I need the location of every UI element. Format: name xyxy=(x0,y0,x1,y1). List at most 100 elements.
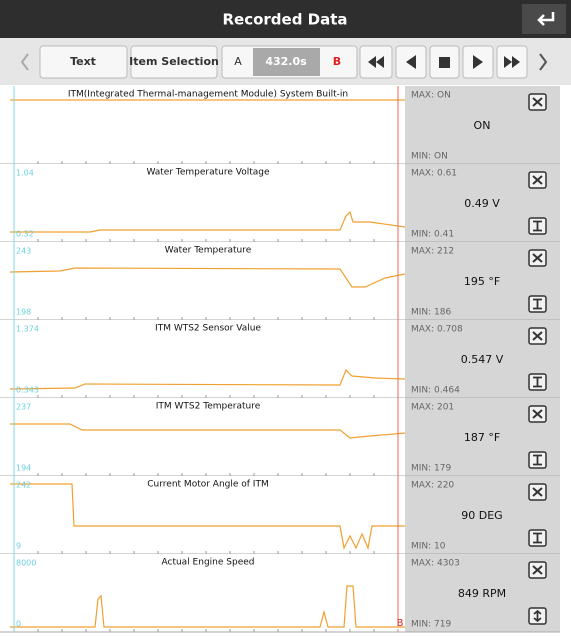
data-row: Water Temperature Voltage 1.04 0.32 MAX: 0.… xyxy=(0,164,560,243)
chart-area xyxy=(0,164,405,242)
close-button[interactable] xyxy=(528,327,547,345)
button-icon xyxy=(533,454,542,466)
fast-forward-icon xyxy=(504,56,520,68)
signal-trace xyxy=(10,483,405,551)
close-button[interactable] xyxy=(528,93,547,111)
cursor-b-marker: B xyxy=(397,618,404,629)
signal-trace xyxy=(9,368,406,390)
scale-button[interactable] xyxy=(528,373,547,391)
data-row: Current Motor Angle of ITM 242 9 MAX: 220 90… xyxy=(0,476,560,555)
signal-trace xyxy=(10,210,406,233)
axis-min-label: 9 xyxy=(16,542,21,551)
text-button[interactable] xyxy=(39,45,128,79)
axis-min-label: 0 xyxy=(16,620,21,629)
current-value: 187 °F xyxy=(464,431,500,444)
min-label: MIN: 0.41 xyxy=(411,230,454,240)
axis-min-label: 194 xyxy=(16,464,31,473)
min-label: MIN: 10 xyxy=(411,542,446,552)
current-value: ON xyxy=(474,119,491,132)
close-icon xyxy=(532,253,543,263)
scroll-left[interactable] xyxy=(20,53,29,71)
close-icon xyxy=(532,175,543,185)
min-label: MIN: 179 xyxy=(411,464,451,474)
max-label: MAX: 212 xyxy=(411,247,454,257)
scale-button[interactable] xyxy=(528,451,547,469)
button-icon xyxy=(533,609,542,623)
button-icon xyxy=(533,298,542,310)
axis-min-label: 0.343 xyxy=(16,386,39,395)
chart-title: Water Temperature Voltage xyxy=(146,168,270,178)
time-box xyxy=(253,48,320,76)
data-row: ITM WTS2 Sensor Value 1.374 0.343 MAX: 0.70… xyxy=(0,320,560,399)
max-label: MAX: 201 xyxy=(411,403,454,413)
current-value: 0.547 V xyxy=(461,353,504,366)
data-row: ITM(Integrated Thermal-management Module… xyxy=(0,86,560,165)
back-icon xyxy=(537,12,555,26)
play-icon xyxy=(473,55,483,69)
current-value: 0.49 V xyxy=(464,197,500,210)
max-label: MAX: 220 xyxy=(411,481,454,491)
data-row: Water Temperature 243 198 MAX: 212 195 °F MIN… xyxy=(0,242,560,321)
chart-area xyxy=(0,398,405,476)
max-label: MAX: 0.61 xyxy=(411,169,457,179)
button-icon xyxy=(533,376,542,388)
chart-title: ITM(Integrated Thermal-management Module… xyxy=(68,90,348,100)
signal-trace xyxy=(10,585,405,628)
current-value: 195 °F xyxy=(464,275,500,288)
axis-max-label: 237 xyxy=(16,403,31,412)
playback-icons xyxy=(368,55,520,69)
cursor-b[interactable]: B xyxy=(333,55,341,68)
chart-area xyxy=(0,476,405,554)
expand-button[interactable] xyxy=(528,607,547,625)
close-icon xyxy=(532,97,543,107)
axis-min-label: 0.32 xyxy=(16,230,34,239)
header-bar xyxy=(0,0,571,38)
text-button-label: Text xyxy=(70,55,96,68)
close-button[interactable] xyxy=(528,561,547,579)
close-button[interactable] xyxy=(528,405,547,423)
min-label: MIN: 0.464 xyxy=(411,386,460,396)
current-value: 849 RPM xyxy=(458,587,506,600)
axis-max-label: 242 xyxy=(16,481,31,490)
chart-title: Actual Engine Speed xyxy=(162,558,255,568)
item-selection-label: Item Selection xyxy=(129,55,219,68)
max-label: MAX: ON xyxy=(411,91,451,101)
min-label: MIN: ON xyxy=(411,152,448,162)
signal-trace xyxy=(10,423,406,439)
axis-max-label: 1.374 xyxy=(16,325,39,334)
axis-max-label: 1.04 xyxy=(16,169,34,178)
close-icon xyxy=(532,331,543,341)
close-icon xyxy=(532,409,543,419)
chart-title: Current Motor Angle of ITM xyxy=(147,480,268,490)
scale-button[interactable] xyxy=(528,529,547,547)
header-title: Recorded Data xyxy=(222,11,347,29)
axis-max-label: 243 xyxy=(16,247,31,256)
data-row: Actual Engine Speed 8000 0 MAX: 4303 849 RPM… xyxy=(0,554,560,633)
data-row: ITM WTS2 Temperature 237 194 MAX: 201 187 °F… xyxy=(0,398,560,477)
time-label: 432.0s xyxy=(265,55,307,68)
chart-title: ITM WTS2 Sensor Value xyxy=(155,324,261,334)
data-rows: ITM(Integrated Thermal-management Module… xyxy=(0,86,560,633)
axis-max-label: 8000 xyxy=(16,559,36,568)
scale-button[interactable] xyxy=(528,217,547,235)
button-icon xyxy=(533,532,542,544)
min-label: MIN: 719 xyxy=(411,620,451,630)
close-button[interactable] xyxy=(528,249,547,267)
min-label: MIN: 186 xyxy=(411,308,451,318)
signal-trace xyxy=(9,267,406,288)
max-label: MAX: 4303 xyxy=(411,559,460,569)
cursor-a[interactable]: A xyxy=(234,55,242,68)
axis-min-label: 198 xyxy=(16,308,31,317)
chart-area xyxy=(0,86,405,164)
chart-title: ITM WTS2 Temperature xyxy=(156,402,261,412)
item-selection-button[interactable] xyxy=(130,45,218,79)
scroll-right[interactable] xyxy=(539,53,548,71)
chart-area xyxy=(0,554,405,632)
max-label: MAX: 0.708 xyxy=(411,325,463,335)
scale-button[interactable] xyxy=(528,295,547,313)
button-icon xyxy=(533,220,542,232)
close-button[interactable] xyxy=(528,483,547,501)
close-button[interactable] xyxy=(528,171,547,189)
step-back-icon xyxy=(406,55,416,69)
